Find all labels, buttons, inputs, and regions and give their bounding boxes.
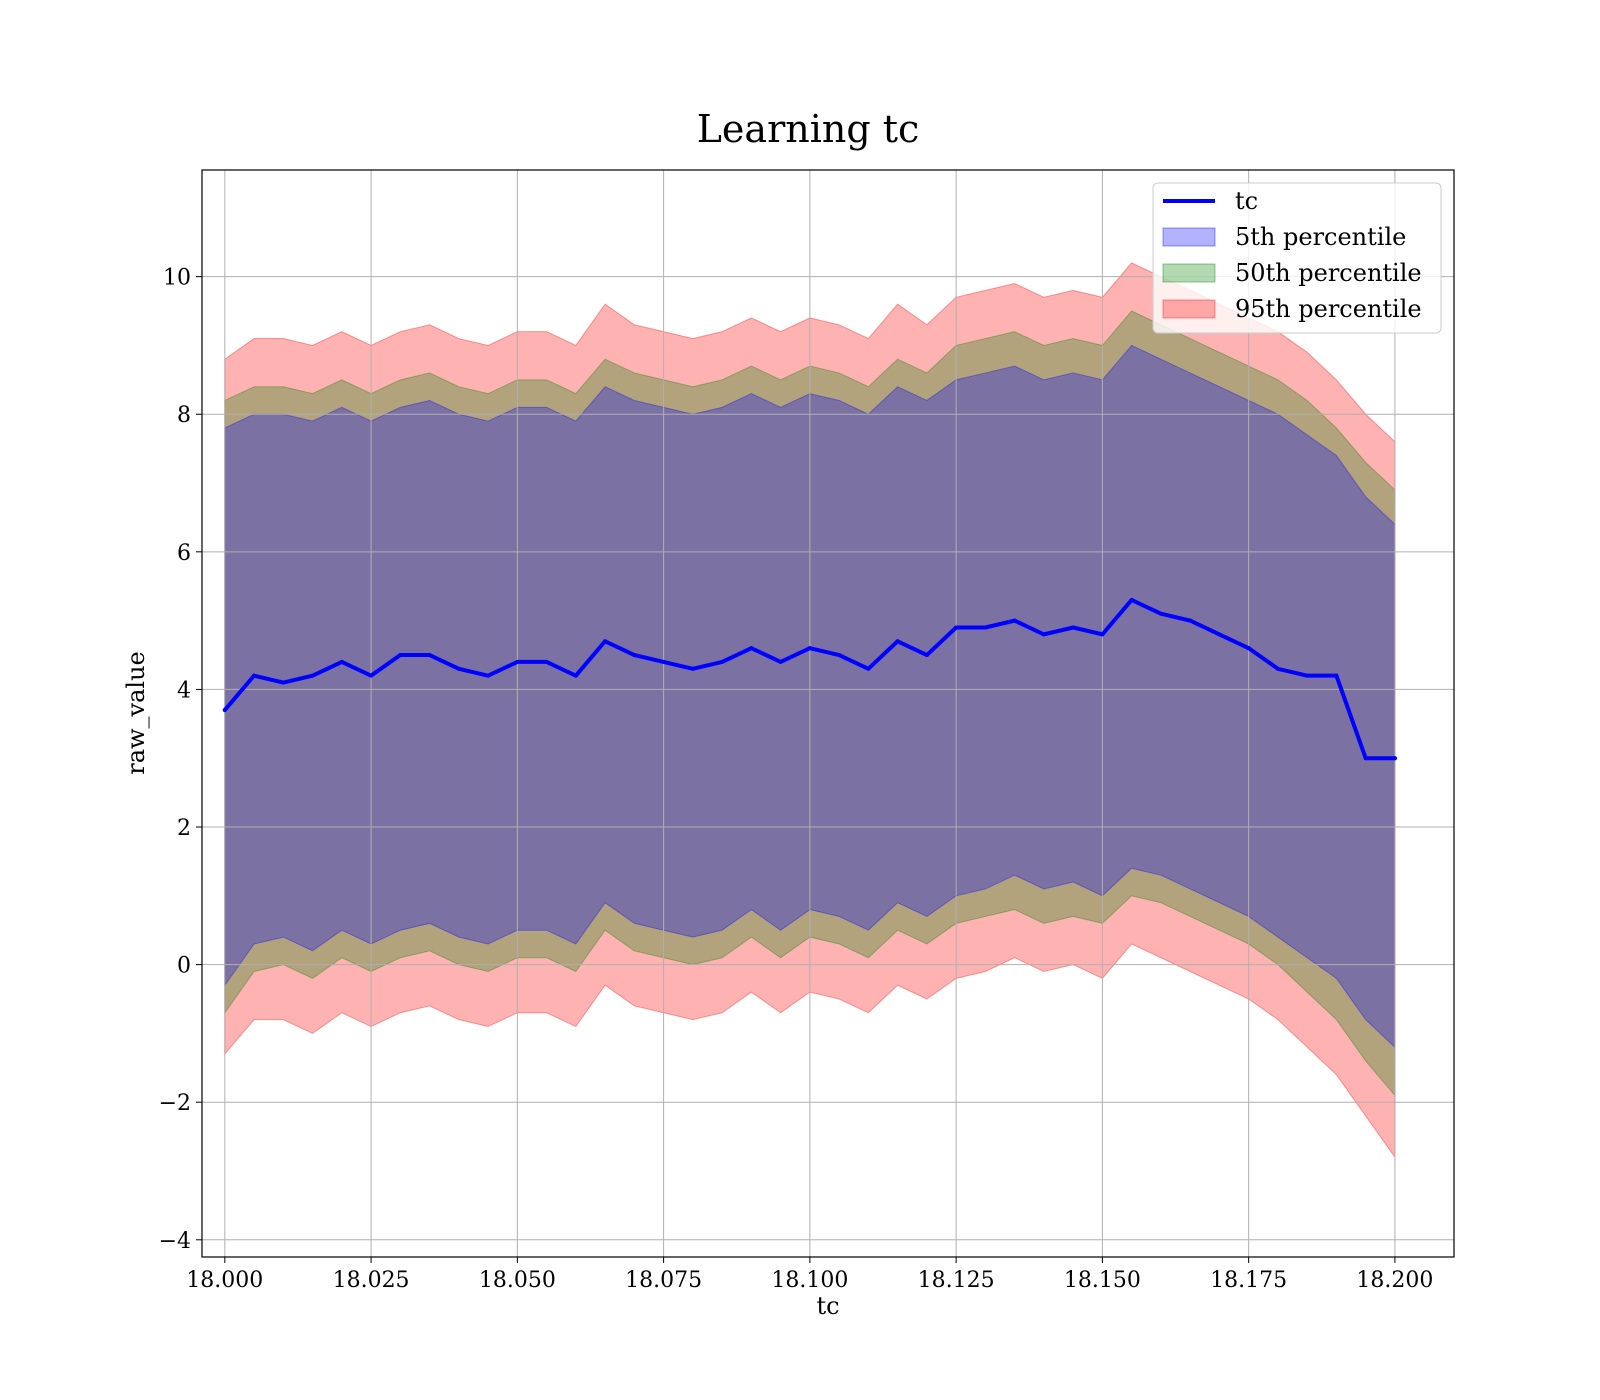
x-tick-label: 18.200 <box>1356 1268 1433 1293</box>
tc-point <box>632 653 637 658</box>
tc-point <box>1217 632 1222 637</box>
tc-point <box>866 666 871 671</box>
y-axis-label: raw_value <box>122 651 150 775</box>
tc-point <box>515 659 520 664</box>
tc-point <box>1188 618 1193 623</box>
tc-point <box>807 646 812 651</box>
tc-point <box>1158 611 1163 616</box>
legend-box <box>1152 182 1442 334</box>
ticks-layer: 18.000 18.025 18.050 18.075 18.100 18.125 18.1… <box>159 266 1434 1293</box>
grid-layer <box>202 170 1454 1257</box>
tc-point <box>924 653 929 658</box>
tc-point <box>603 639 608 644</box>
tc-point <box>310 673 315 678</box>
x-tick-label: 18.100 <box>771 1268 848 1293</box>
line-layer <box>222 597 1397 761</box>
tc-point <box>1129 597 1134 602</box>
tc-point <box>983 625 988 630</box>
x-tick-label: 18.050 <box>479 1268 556 1293</box>
x-axis-label: tc <box>816 1292 839 1320</box>
tc-point <box>1012 618 1017 623</box>
tc-point <box>281 680 286 685</box>
legend-swatch-5th <box>1162 227 1216 247</box>
tc-point <box>690 666 695 671</box>
tc-point <box>369 673 374 678</box>
tc-point <box>749 646 754 651</box>
tc-point <box>222 708 227 713</box>
y-tick-label: 6 <box>177 541 191 566</box>
tc-point <box>895 639 900 644</box>
tc-point <box>1071 625 1076 630</box>
y-tick-label: 0 <box>177 954 191 979</box>
legend-label-95th: 95th percentile <box>1235 295 1422 323</box>
x-tick-label: 18.000 <box>186 1268 263 1293</box>
x-tick-label: 18.025 <box>333 1268 410 1293</box>
y-tick-label: 2 <box>177 816 191 841</box>
tc-point <box>661 659 666 664</box>
legend-label-50th: 50th percentile <box>1235 259 1422 287</box>
y-tick-label: 8 <box>177 403 191 428</box>
tc-point <box>1334 673 1339 678</box>
legend-label-tc: tc <box>1235 187 1258 215</box>
tc-point <box>837 653 842 658</box>
tc-point <box>720 659 725 664</box>
tc-point <box>1392 756 1397 761</box>
tc-point <box>1363 756 1368 761</box>
tc-point <box>778 659 783 664</box>
tc-point <box>1246 646 1251 651</box>
tc-point <box>573 673 578 678</box>
tc-point <box>1275 666 1280 671</box>
tc-point <box>486 673 491 678</box>
tc-point <box>1100 632 1105 637</box>
y-tick-label: 10 <box>163 266 191 291</box>
chart-title: Learning tc <box>697 107 920 151</box>
tc-point <box>398 653 403 658</box>
x-tick-label: 18.125 <box>918 1268 995 1293</box>
x-tick-label: 18.075 <box>625 1268 702 1293</box>
plot-frame <box>201 169 1455 1258</box>
legend: tc 5th percentile 50th percentile 95th p… <box>1152 182 1442 334</box>
tc-point <box>954 625 959 630</box>
x-tick-label: 18.175 <box>1210 1268 1287 1293</box>
x-tick-label: 18.150 <box>1064 1268 1141 1293</box>
tc-point <box>456 666 461 671</box>
y-tick-label: 4 <box>177 678 191 703</box>
legend-label-5th: 5th percentile <box>1235 223 1406 251</box>
tc-point <box>427 653 432 658</box>
tc-point <box>1305 673 1310 678</box>
tc-point <box>252 673 257 678</box>
legend-swatch-95th <box>1162 299 1216 319</box>
tc-point <box>1041 632 1046 637</box>
y-tick-label: −4 <box>159 1229 191 1254</box>
y-tick-label: −2 <box>159 1091 191 1116</box>
legend-swatch-50th <box>1162 263 1216 283</box>
tc-point <box>339 659 344 664</box>
tc-point <box>544 659 549 664</box>
